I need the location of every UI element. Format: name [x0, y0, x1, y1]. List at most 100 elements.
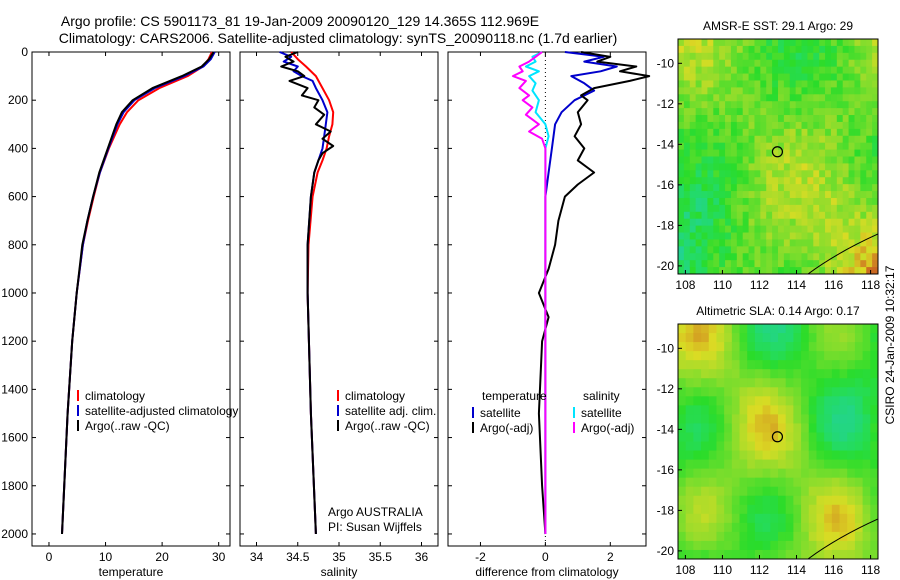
heatmap-cell	[825, 73, 832, 82]
heatmap-cell	[683, 163, 691, 171]
heatmap-cell	[689, 94, 697, 102]
heatmap-cell	[701, 260, 709, 268]
heatmap-cell	[830, 239, 838, 247]
heatmap-cell	[783, 156, 791, 165]
heatmap-cell	[836, 135, 844, 144]
heatmap-cell	[870, 369, 878, 379]
heatmap-cell	[866, 80, 873, 88]
heatmap-cell	[695, 225, 703, 234]
heatmap-cell	[847, 540, 856, 551]
heatmap-cell	[754, 177, 761, 185]
heatmap-cell	[860, 204, 867, 213]
heatmap-cell	[748, 170, 756, 178]
heatmap-cell	[842, 239, 850, 247]
heatmap-cell	[707, 177, 714, 185]
heatmap-cell	[695, 59, 703, 68]
heatmap-cell	[825, 163, 832, 171]
heatmap-cell	[701, 128, 709, 137]
heatmap-cell	[772, 115, 779, 123]
heatmap-cell	[772, 191, 779, 199]
heatmap-cell	[772, 260, 779, 268]
heatmap-cell	[701, 156, 709, 165]
heatmap-cell	[866, 177, 873, 185]
heatmap-cell	[770, 369, 779, 379]
heatmap-cell	[707, 163, 714, 171]
heatmap-cell	[848, 73, 856, 82]
heatmap-cell	[725, 115, 732, 123]
heatmap-cell	[793, 540, 802, 551]
heatmap-cell	[847, 441, 856, 452]
heatmap-cell	[778, 369, 787, 379]
heatmap-cell	[795, 177, 803, 185]
heatmap-cell	[793, 423, 802, 434]
heatmap-cell	[736, 121, 744, 130]
heatmap-cell	[813, 45, 820, 54]
heatmap-cell	[807, 232, 814, 241]
heatmap-cell	[695, 246, 703, 254]
heatmap-cell	[731, 513, 741, 524]
heatmap-cell	[807, 177, 814, 185]
heatmap-cell	[825, 177, 832, 185]
heatmap-cell	[770, 495, 779, 506]
heatmap-cell	[795, 156, 803, 165]
heatmap-cell	[808, 495, 818, 506]
heatmap-cell	[783, 239, 791, 247]
heatmap-cell	[862, 369, 871, 379]
heatmap-cell	[872, 260, 878, 268]
heatmap-cell	[801, 170, 809, 178]
map-y-tick-label: -16	[657, 463, 675, 477]
heatmap-cell	[839, 396, 848, 406]
heatmap-cell	[819, 197, 826, 206]
heatmap-cell	[739, 522, 748, 533]
heatmap-cell	[795, 149, 803, 158]
heatmap-cell	[760, 80, 767, 88]
heatmap-cell	[678, 80, 685, 88]
heatmap-cell	[701, 468, 710, 479]
heatmap-cell	[693, 441, 702, 452]
heatmap-cell	[839, 522, 848, 533]
heatmap-cell	[716, 450, 725, 461]
heatmap-cell	[678, 369, 687, 379]
heatmap-cell	[754, 163, 761, 171]
heatmap-cell	[819, 128, 826, 137]
heatmap-cell	[785, 378, 794, 388]
heatmap-cell	[870, 468, 878, 479]
heatmap-cell	[839, 387, 848, 397]
heatmap-cell	[778, 342, 787, 352]
heatmap-cell	[789, 170, 797, 178]
heatmap-cell	[836, 45, 844, 54]
heatmap-cell	[778, 66, 785, 75]
heatmap-cell	[854, 477, 864, 488]
heatmap-cell	[866, 170, 873, 178]
heatmap-cell	[701, 121, 709, 130]
heatmap-cell	[839, 549, 848, 559]
heatmap-cell	[854, 197, 861, 206]
heatmap-cell	[866, 115, 873, 123]
heatmap-cell	[685, 441, 694, 452]
heatmap-cell	[842, 101, 850, 109]
heatmap-cell	[731, 531, 741, 542]
heatmap-cell	[862, 540, 871, 551]
heatmap-cell	[739, 495, 748, 506]
heatmap-cell	[707, 52, 714, 61]
heatmap-cell	[701, 432, 710, 443]
map-x-tick-label: 116	[824, 563, 843, 577]
heatmap-cell	[860, 115, 867, 123]
heatmap-cell	[701, 495, 710, 506]
heatmap-cell	[719, 156, 726, 165]
heatmap-cell	[731, 396, 741, 406]
heatmap-cell	[801, 156, 809, 165]
heatmap-cell	[719, 225, 726, 234]
heatmap-cell	[708, 450, 718, 461]
heatmap-cell	[866, 149, 873, 158]
heatmap-cell	[770, 342, 779, 352]
heatmap-cell	[808, 405, 818, 415]
heatmap-cell	[836, 177, 844, 185]
heatmap-cell	[725, 39, 732, 47]
heatmap-cell	[762, 414, 771, 425]
heatmap-cell	[724, 414, 733, 425]
heatmap-cell	[748, 246, 756, 254]
map-x-tick-label: 112	[750, 563, 769, 577]
heatmap-cell	[716, 504, 725, 515]
heatmap-cell	[748, 52, 756, 61]
